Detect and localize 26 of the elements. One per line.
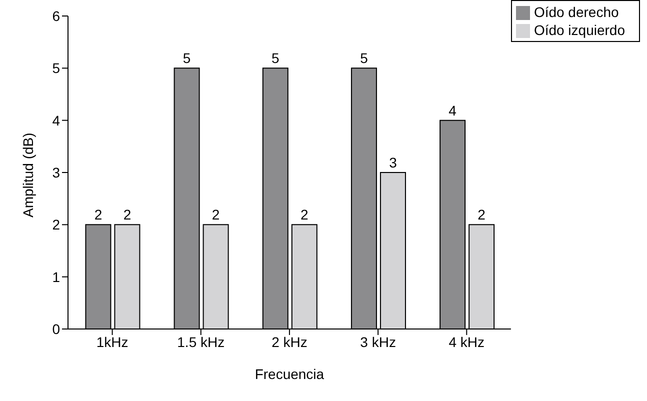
- data-label: 2: [300, 206, 308, 223]
- y-tick-label: 3: [52, 164, 60, 180]
- data-label: 3: [389, 154, 398, 170]
- y-tick-label: 2: [52, 216, 60, 233]
- x-tick-label: 2 kHz: [272, 334, 308, 350]
- x-tick-label: 1kHz: [96, 334, 128, 350]
- data-label: 5: [271, 50, 280, 66]
- data-label: 2: [123, 206, 132, 223]
- x-axis-title: Frecuencia: [254, 366, 324, 382]
- y-tick-label: 0: [52, 320, 60, 337]
- x-tick-label: 1.5 kHz: [177, 334, 225, 350]
- x-tick-label: 4 kHz: [448, 334, 485, 350]
- data-label: 2: [212, 206, 220, 223]
- y-axis-title: Amplitud (dB): [20, 132, 36, 218]
- data-label: 2: [94, 206, 102, 223]
- data-label: 5: [182, 50, 191, 66]
- data-label: 5: [360, 50, 368, 66]
- y-tick-label: 6: [52, 8, 60, 24]
- y-tick-label: 1: [52, 268, 60, 285]
- y-tick-label: 5: [52, 60, 60, 76]
- legend-label: Oído derecho: [534, 4, 619, 20]
- data-label: 2: [478, 206, 486, 223]
- legend-label: Oído izquierdo: [534, 22, 625, 38]
- x-tick-label: 3 kHz: [360, 334, 396, 350]
- y-tick-label: 4: [52, 112, 60, 128]
- data-label: 4: [448, 102, 457, 118]
